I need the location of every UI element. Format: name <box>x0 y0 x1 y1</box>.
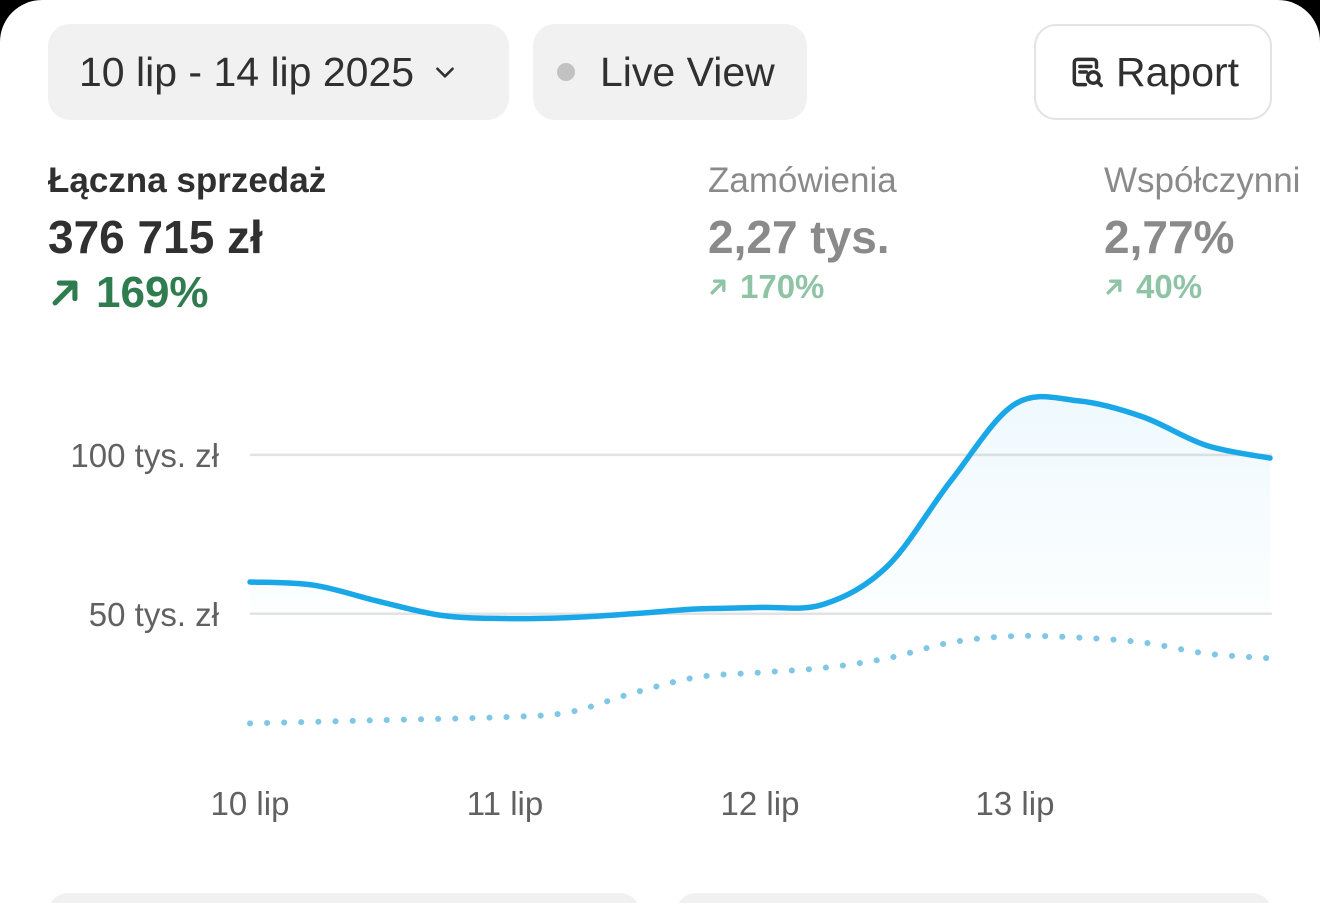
metric-label: Współczynni <box>1104 161 1301 200</box>
y-tick-label: 50 tys. zł <box>89 596 220 633</box>
metric-value: 376 715 zł <box>48 211 263 263</box>
live-status-dot-icon <box>557 63 575 81</box>
metric-delta: 170% <box>708 268 897 306</box>
metric-total-sales[interactable]: Łączna sprzedaż 376 715 zł 169% <box>48 158 326 318</box>
metric-label: Zamówienia <box>708 161 897 200</box>
series-line-comparison <box>247 632 1273 727</box>
metric-delta-value: 169% <box>96 268 209 317</box>
metric-delta-value: 170% <box>740 268 825 305</box>
series-area <box>250 396 1270 619</box>
x-tick-label: 13 lip <box>976 785 1055 822</box>
metric-conversion-rate[interactable]: Współczynni 2,77% 40% <box>1104 158 1300 306</box>
x-tick-label: 12 lip <box>721 785 800 822</box>
metric-delta: 40% <box>1104 268 1300 306</box>
metric-value: 2,77% <box>1104 211 1235 263</box>
x-tick-label: 11 lip <box>467 785 543 822</box>
report-label: Raport <box>1116 48 1240 95</box>
chart-area-fill <box>250 396 1270 619</box>
series-line-current <box>247 393 1273 622</box>
chart-x-axis: 10 lip 11 lip 12 lip 13 lip <box>211 785 1055 822</box>
metric-delta: 169% <box>48 268 326 318</box>
metric-orders[interactable]: Zamówienia 2,27 tys. 170% <box>708 158 897 306</box>
arrow-up-right-icon <box>52 280 78 306</box>
y-tick-label: 100 tys. zł <box>70 437 219 474</box>
arrow-up-right-icon <box>710 279 726 295</box>
live-view-label: Live View <box>600 48 775 95</box>
report-search-icon <box>1072 57 1103 88</box>
chart-y-axis: 50 tys. zł 100 tys. zł <box>70 437 219 633</box>
date-range-label: 10 lip - 14 lip 2025 <box>79 48 415 95</box>
arrow-up-right-icon <box>1106 279 1122 295</box>
x-tick-label: 10 lip <box>211 785 290 822</box>
chevron-down-icon <box>436 67 454 78</box>
metric-delta-value: 40% <box>1136 268 1203 305</box>
metric-value: 2,27 tys. <box>708 211 890 263</box>
metric-label: Łączna sprzedaż <box>48 161 327 200</box>
next-card-left[interactable] <box>48 893 640 903</box>
chart-series <box>247 393 1273 727</box>
sales-line-chart: 50 tys. zł 100 tys. zł 10 lip 11 lip 12 lip… <box>70 393 1273 822</box>
date-range-picker[interactable]: 10 lip - 14 lip 2025 <box>48 24 509 120</box>
report-button[interactable]: Raport <box>1034 24 1272 120</box>
next-card-right[interactable] <box>676 893 1272 903</box>
live-view-button[interactable]: Live View <box>533 24 807 120</box>
